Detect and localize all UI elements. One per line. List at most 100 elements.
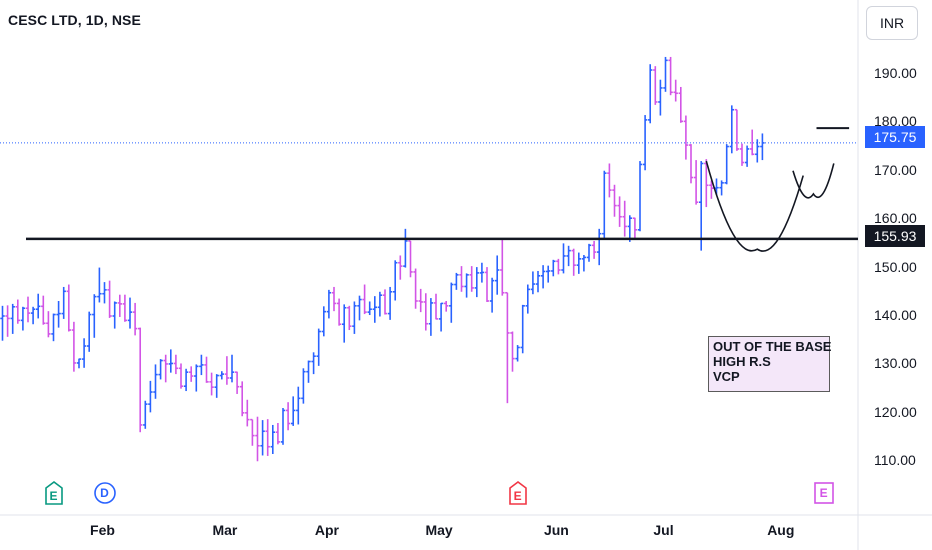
ohlc-bar [321, 306, 326, 337]
ohlc-bar [81, 338, 87, 368]
currency-button[interactable]: INR [866, 6, 918, 40]
time-tick-label: Apr [314, 522, 339, 538]
ohlc-bar [622, 200, 627, 237]
ohlc-bar [127, 297, 133, 329]
ohlc-bar [535, 270, 541, 293]
current-price-tag: 175.75 [865, 126, 925, 148]
ohlc-bar [581, 254, 587, 272]
ohlc-bar [163, 354, 168, 383]
ohlc-bar [240, 381, 245, 417]
ohlc-bar [189, 366, 194, 382]
ohlc-bar [178, 363, 184, 389]
ohlc-bar [285, 402, 291, 431]
ohlc-bar [744, 145, 750, 167]
ohlc-bar [642, 115, 648, 171]
annotation-line: HIGH R.S [713, 354, 771, 369]
earnings-event-icon[interactable]: E [813, 480, 835, 506]
ohlc-bar [66, 284, 71, 332]
ohlc-bar [719, 180, 724, 196]
price-tick-label: 120.00 [874, 403, 917, 420]
ohlc-bar [403, 228, 408, 268]
ohlc-bar [132, 302, 138, 336]
ohlc-bar [540, 265, 546, 289]
ohlc-bar [377, 291, 383, 317]
ohlc-bar [5, 305, 10, 337]
price-tick-label: 180.00 [874, 113, 917, 130]
ohlc-bar [10, 303, 15, 334]
ohlc-bar [296, 386, 301, 425]
ohlc-bar [76, 358, 82, 369]
ohlc-bar [260, 420, 265, 456]
annotation-box[interactable]: OUT OF THE BASE HIGH R.S VCP [708, 336, 831, 392]
ohlc-bar [398, 255, 403, 280]
ohlc-bar [56, 300, 61, 328]
ohlc-bar [668, 56, 673, 96]
ohlc-bar [428, 298, 434, 336]
ohlc-bar [316, 328, 321, 366]
ohlc-bar [678, 86, 683, 123]
ohlc-bar [683, 115, 689, 160]
ohlc-bar [352, 301, 357, 334]
ohlc-bar [275, 423, 281, 445]
ohlc-bar [724, 144, 729, 185]
earnings-event-icon[interactable]: E [507, 480, 529, 506]
price-tick-label: 140.00 [874, 307, 917, 323]
ohlc-bar [739, 143, 745, 166]
ohlc-bar [586, 243, 592, 262]
ohlc-bar [92, 294, 97, 338]
ohlc-bar [688, 144, 694, 184]
earnings-event-icon[interactable]: E [43, 480, 65, 506]
price-tick-label: 160.00 [874, 210, 917, 227]
ohlc-bar [408, 240, 413, 278]
ohlc-bar [372, 296, 377, 323]
ohlc-bar [418, 288, 423, 313]
chart-title: CESC LTD, 1D, NSE [8, 12, 141, 28]
ohlc-bar [495, 255, 500, 295]
ohlc-bar [199, 354, 204, 376]
ohlc-bar [301, 368, 306, 404]
time-tick-label: May [425, 522, 453, 538]
ohlc-bar [561, 243, 566, 274]
ohlc-bar [591, 240, 597, 259]
ohlc-bar [291, 396, 296, 426]
ohlc-bar [525, 284, 530, 314]
ohlc-bar [20, 306, 26, 331]
ohlc-bar [500, 238, 505, 296]
ohlc-bar [36, 293, 41, 319]
ohlc-bar [760, 133, 765, 161]
ohlc-bar [423, 293, 428, 331]
ohlc-bar [336, 298, 342, 326]
ohlc-bar [46, 311, 51, 338]
event-letter: E [49, 489, 58, 503]
ohlc-bar [530, 271, 536, 295]
ohlc-bar [153, 364, 158, 399]
ohlc-bar [122, 294, 128, 322]
ohlc-bar [51, 313, 56, 342]
ohlc-bar [637, 161, 643, 232]
dividend-event-icon[interactable]: D [93, 480, 116, 506]
ohlc-bar [709, 180, 714, 199]
ohlc-bar [245, 399, 250, 427]
cup-curve [705, 160, 804, 252]
ohlc-bar [617, 196, 622, 227]
ohlc-bar [750, 129, 755, 156]
ohlc-bar [505, 291, 510, 404]
ohlc-bar [632, 217, 638, 239]
ohlc-bar [571, 248, 576, 276]
time-tick-label: Jun [543, 522, 569, 538]
ohlc-bar [515, 345, 520, 362]
ohlc-bar [474, 267, 479, 298]
ohlc-bar [168, 349, 173, 373]
ohlc-bar [755, 139, 760, 163]
ohlc-bar [87, 311, 92, 352]
ohlc-bar [0, 305, 5, 341]
ohlc-bar [138, 327, 143, 433]
event-letter: E [819, 486, 828, 500]
ohlc-bar [464, 273, 469, 298]
ohlc-bar [224, 356, 230, 385]
ohlc-bar [704, 159, 709, 208]
ohlc-bar [362, 284, 367, 315]
ohlc-bar [612, 184, 617, 217]
price-tick-label: 130.00 [874, 355, 917, 372]
